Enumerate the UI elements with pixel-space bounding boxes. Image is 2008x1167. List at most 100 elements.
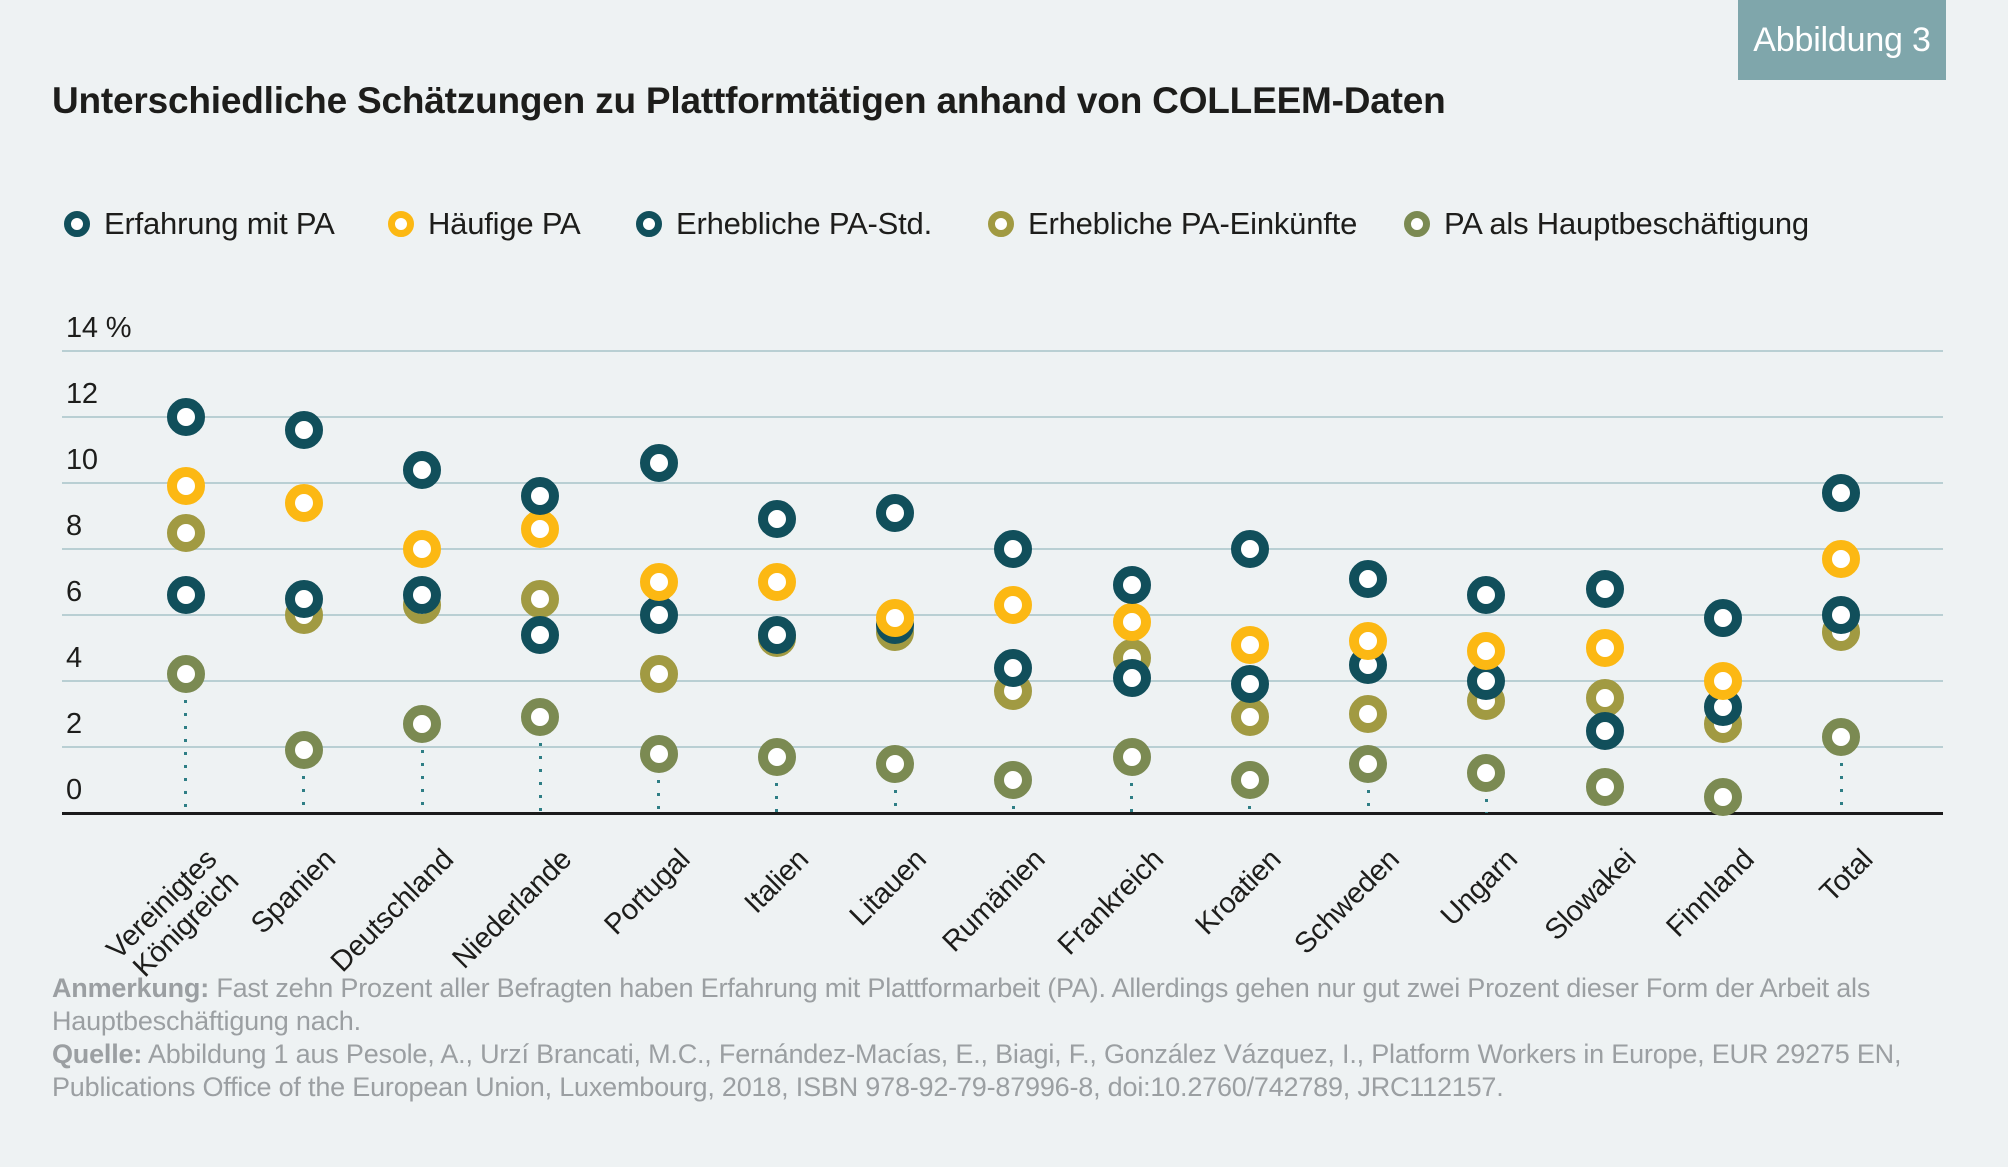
x-label-line: Rumänien — [936, 843, 1052, 959]
data-point — [1822, 718, 1860, 757]
gridline — [62, 746, 1943, 748]
data-point — [284, 483, 323, 522]
data-point — [1585, 678, 1624, 717]
data-point — [403, 450, 441, 489]
data-point — [284, 579, 323, 618]
x-label: Schweden — [1289, 843, 1406, 960]
data-point — [1112, 602, 1151, 641]
data-point — [1467, 632, 1506, 671]
data-point — [1585, 569, 1624, 608]
data-point — [639, 444, 678, 483]
dotted-leader — [184, 700, 187, 813]
data-point — [757, 563, 796, 601]
gridline — [62, 416, 1943, 418]
data-point — [166, 655, 205, 694]
data-point — [1585, 711, 1624, 750]
dotted-leader — [1839, 763, 1843, 813]
note-anmerkung: Anmerkung: Fast zehn Prozent aller Befra… — [52, 972, 1952, 1038]
y-tick-label: 8 — [66, 510, 82, 542]
y-tick-label: 12 — [66, 378, 98, 410]
y-tick-label: 0 — [66, 774, 82, 806]
data-point — [1112, 737, 1151, 776]
note-quelle-text: Abbildung 1 aus Pesole, A., Urzí Brancat… — [52, 1039, 1902, 1102]
y-tick-label: 10 — [66, 444, 98, 476]
data-point — [1822, 473, 1860, 512]
data-point — [403, 530, 441, 568]
data-point — [757, 615, 796, 654]
data-point — [994, 586, 1033, 625]
x-label-line: Italien — [738, 843, 815, 920]
x-label: Deutschland — [325, 843, 460, 978]
x-label-line: Slowakei — [1538, 843, 1643, 947]
x-label: Spanien — [245, 843, 342, 940]
x-label-line: Frankreich — [1051, 843, 1170, 962]
data-point — [639, 596, 678, 634]
data-point — [1822, 539, 1860, 578]
dotted-leader — [1130, 782, 1133, 813]
x-label-line: Niederlande — [446, 843, 579, 975]
dotted-leader — [420, 749, 424, 813]
data-point — [166, 576, 205, 615]
data-point — [1703, 777, 1742, 816]
legend-ring-icon — [988, 211, 1014, 237]
note-anmerkung-label: Anmerkung: — [52, 973, 210, 1003]
figure-badge-label: Abbildung 3 — [1753, 20, 1931, 59]
x-label: Ungarn — [1435, 843, 1524, 932]
dotted-leader — [302, 776, 306, 813]
data-point — [521, 698, 560, 737]
data-point — [1230, 530, 1269, 568]
data-point — [521, 579, 560, 618]
legend-item: PA als Hauptbeschäftigung — [1404, 206, 1809, 242]
legend: Erfahrung mit PA Häufige PA Erhebliche PA-… — [0, 206, 2008, 246]
x-axis-line — [62, 812, 1943, 815]
legend-item: Häufige PA — [388, 206, 581, 242]
notes: Anmerkung: Fast zehn Prozent aller Befra… — [52, 972, 1952, 1104]
data-point — [403, 704, 441, 743]
dotted-leader — [775, 782, 779, 813]
data-point — [1585, 629, 1624, 667]
legend-item-label: Erhebliche PA-Einkünfte — [1028, 206, 1358, 241]
gridline — [62, 350, 1943, 352]
data-point — [284, 731, 323, 770]
legend-ring-icon — [1404, 211, 1430, 237]
legend-ring-icon — [636, 211, 662, 237]
legend-ring-icon — [388, 211, 414, 237]
legend-item: Erhebliche PA-Std. — [636, 206, 932, 242]
x-label-line: Finnland — [1660, 843, 1761, 944]
data-point — [1349, 559, 1387, 598]
data-point — [1822, 596, 1860, 634]
x-label-line: Litauen — [844, 843, 933, 933]
legend-item-label: PA als Hauptbeschäftigung — [1444, 206, 1809, 241]
note-quelle: Quelle: Abbildung 1 aus Pesole, A., Urzí… — [52, 1038, 1952, 1104]
data-point — [521, 510, 560, 549]
data-point — [1112, 566, 1151, 605]
data-point — [757, 737, 796, 776]
data-point — [166, 467, 205, 506]
y-tick-label: 6 — [66, 576, 82, 608]
data-point — [994, 648, 1033, 687]
dotted-leader — [657, 779, 660, 813]
data-point — [521, 477, 560, 516]
data-point — [284, 411, 323, 450]
x-label: Vereinigtes Königreich — [101, 843, 245, 988]
data-point — [994, 530, 1033, 568]
data-point — [639, 655, 678, 694]
data-point — [876, 599, 914, 638]
data-point — [166, 398, 205, 436]
page-title: Unterschiedliche Schätzungen zu Plattfor… — [52, 80, 1446, 121]
data-point — [1703, 599, 1742, 638]
data-point — [1585, 767, 1624, 806]
legend-item: Erhebliche PA-Einkünfte — [988, 206, 1357, 242]
data-point — [639, 563, 678, 601]
data-point — [1230, 625, 1269, 664]
data-point — [1349, 622, 1387, 661]
x-label: Rumänien — [936, 843, 1052, 959]
x-label: Finnland — [1660, 843, 1761, 944]
dotted-leader — [1248, 806, 1252, 813]
x-label: Litauen — [844, 843, 933, 933]
x-label-line: Total — [1813, 843, 1879, 909]
x-label: Portugal — [599, 843, 697, 941]
data-point — [1467, 576, 1506, 615]
